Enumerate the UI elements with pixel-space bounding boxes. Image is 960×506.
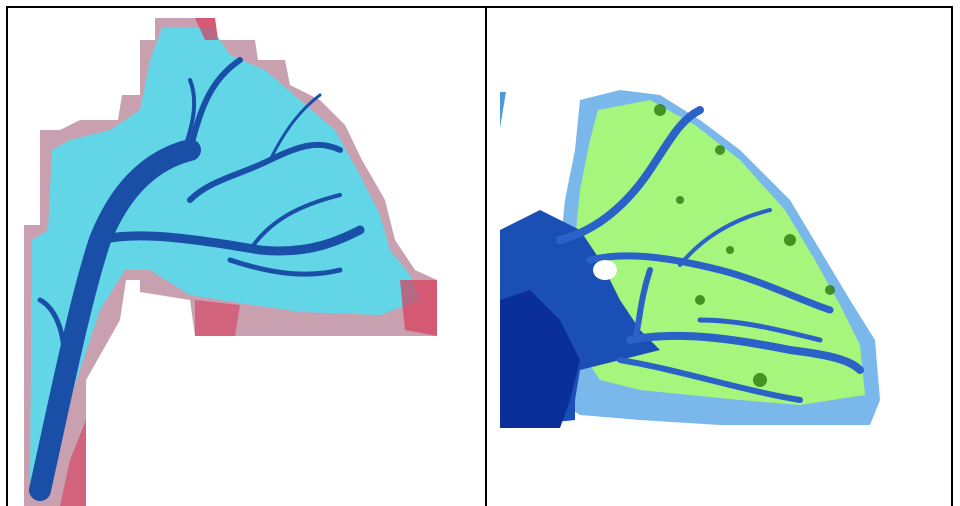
satellite-map bbox=[24, 18, 437, 506]
classified-map bbox=[500, 90, 880, 428]
figure bbox=[0, 0, 960, 506]
